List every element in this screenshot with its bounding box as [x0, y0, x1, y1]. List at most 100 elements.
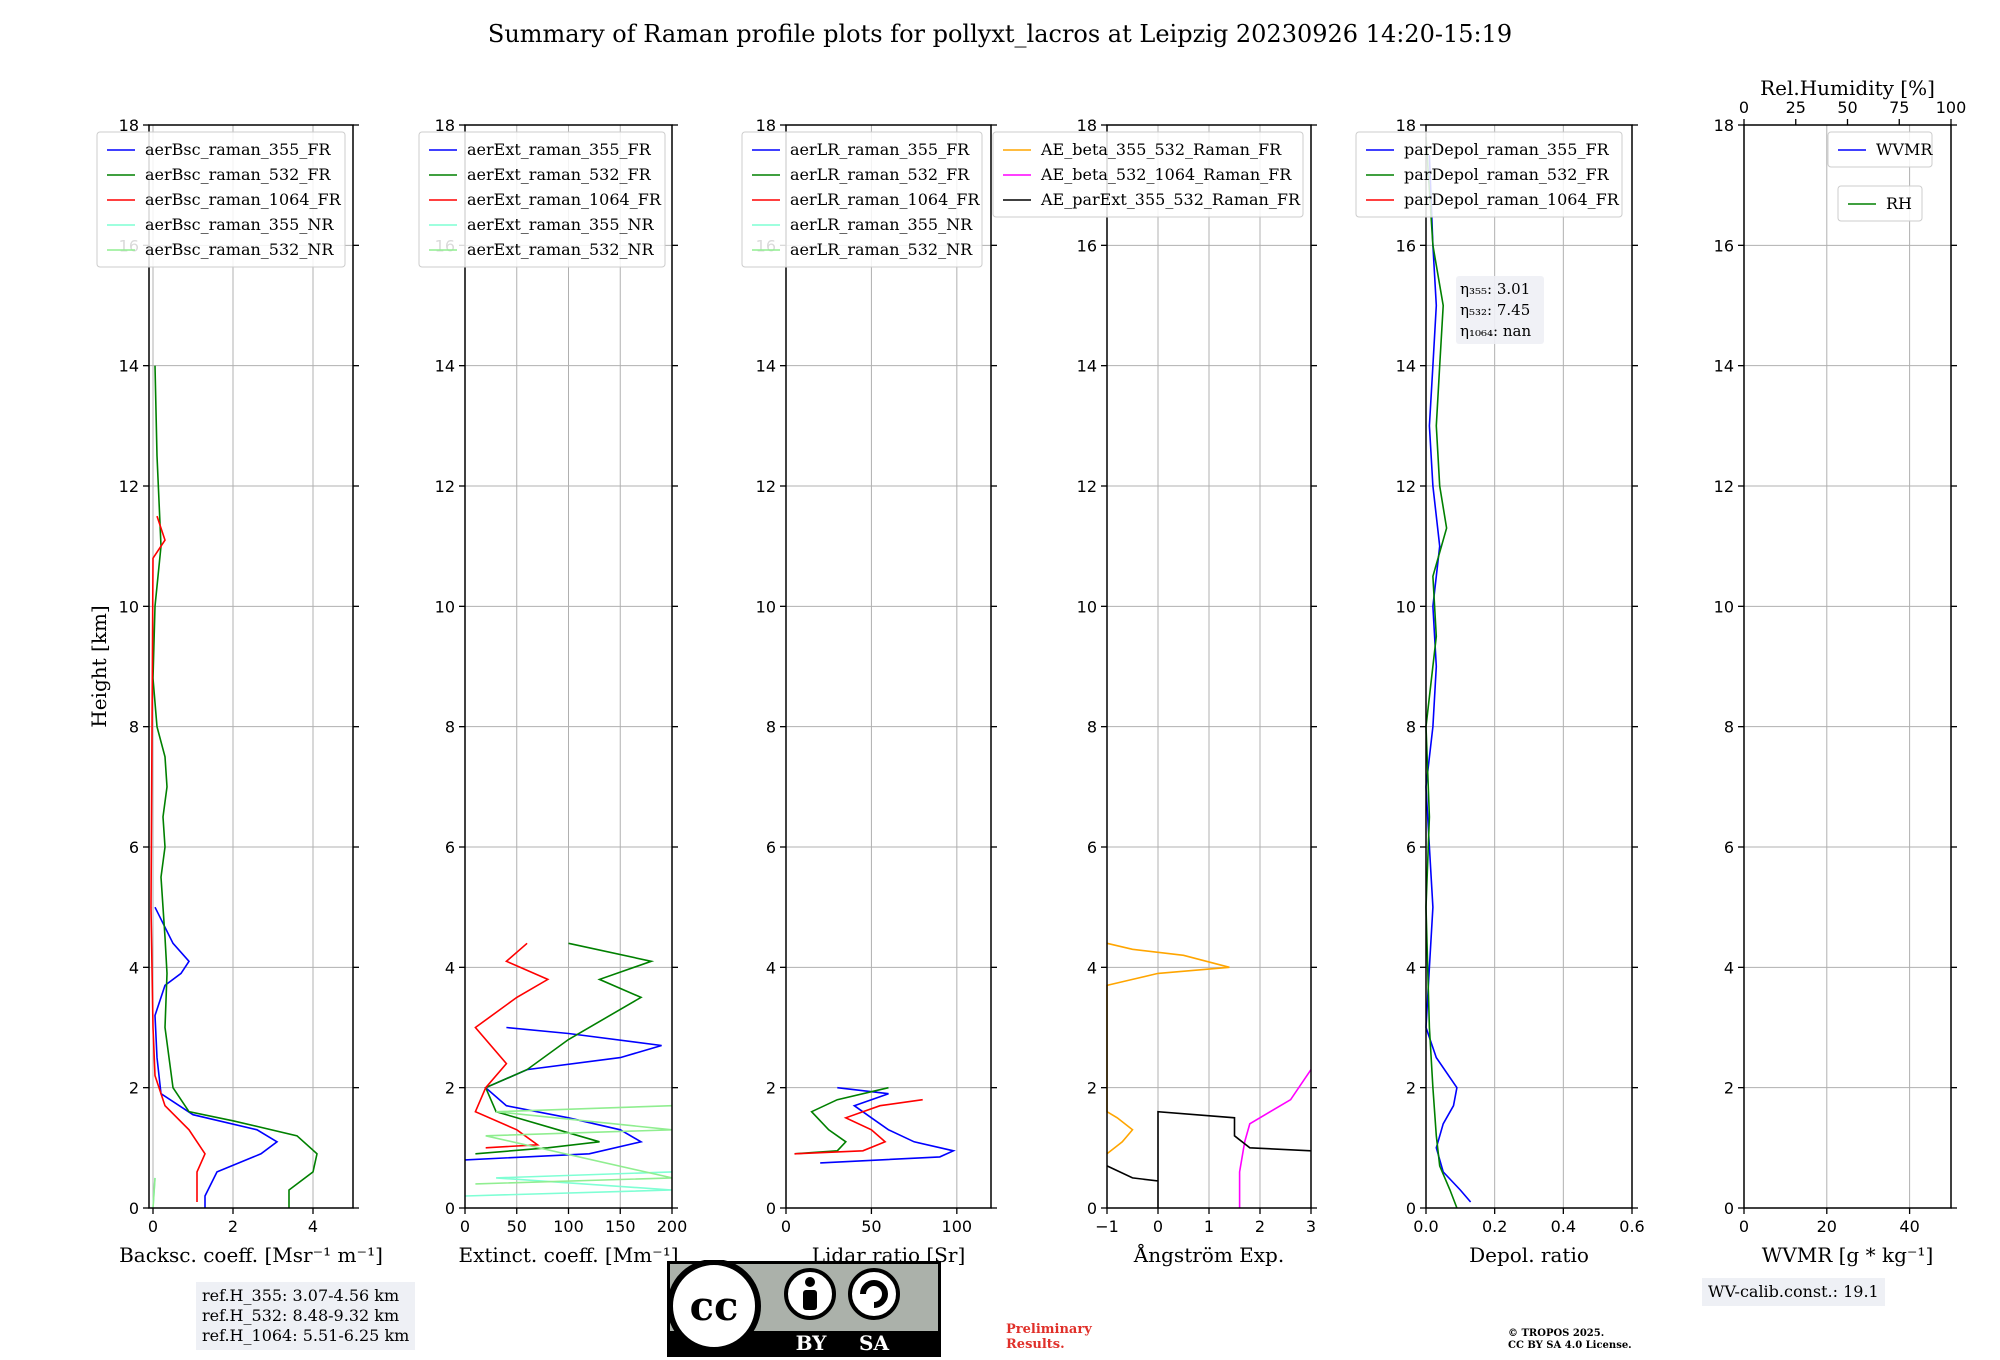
series-line-aerBsc_raman_355_FR [154, 906, 279, 1208]
legend-label: aerExt_raman_1064_FR [467, 190, 662, 209]
eta-annotation-line: η₁₀₆₄: nan [1460, 322, 1531, 340]
figure-title: Summary of Raman profile plots for polly… [487, 20, 1513, 48]
y-tick-label: 0 [1724, 1199, 1734, 1218]
legend-label: aerLR_raman_532_FR [790, 165, 970, 184]
eta-annotation-line: η₃₅₅: 3.01 [1460, 280, 1530, 298]
top-tick-label: 75 [1889, 98, 1909, 117]
cc-circle-icon [667, 1260, 761, 1353]
x-tick-label: 0.6 [1619, 1217, 1644, 1236]
series-line-AE_parExt_355_532_Raman_FR [1106, 1110, 1312, 1208]
legend-label: aerLR_raman_1064_FR [790, 190, 980, 209]
x-tick-label: 0 [1153, 1217, 1163, 1236]
x-tick-label: 150 [605, 1217, 636, 1236]
y-tick-label: 4 [1724, 958, 1734, 977]
y-tick-label: 16 [1396, 236, 1416, 255]
legend-box [741, 131, 983, 268]
x-tick-label: 50 [507, 1217, 527, 1236]
y-tick-label: 2 [1724, 1079, 1734, 1098]
y-tick-label: 14 [1714, 357, 1734, 376]
x-tick-label: 50 [861, 1217, 881, 1236]
top-axis-label: Rel.Humidity [%] [1760, 76, 1935, 100]
y-tick-label: 18 [1714, 116, 1734, 135]
legend-label: aerExt_raman_355_NR [467, 215, 655, 234]
series-line-aerExt_raman_355_FR [464, 1026, 662, 1161]
x-axis-label: Depol. ratio [1469, 1243, 1589, 1267]
y-tick-label: 14 [1396, 357, 1416, 376]
series-line-AE_beta_532_1064_Raman_FR [1238, 1069, 1312, 1208]
person-body [803, 1290, 817, 1310]
axes-frame [785, 124, 992, 1209]
y-tick-label: 12 [435, 477, 455, 496]
y-tick-label: 8 [129, 718, 139, 737]
x-tick-label: 100 [942, 1217, 973, 1236]
y-tick-label: 0 [766, 1199, 776, 1218]
y-tick-label: 0 [1087, 1199, 1097, 1218]
legend-label: parDepol_raman_532_FR [1404, 165, 1610, 184]
y-tick-label: 2 [766, 1079, 776, 1098]
legend-label: aerBsc_raman_1064_FR [145, 190, 342, 209]
legend-box [96, 131, 346, 268]
copyright-note: © TROPOS 2025. CC BY SA 4.0 License. [1508, 1328, 1632, 1352]
axes-frame [1425, 124, 1633, 1209]
legend-label: aerBsc_raman_532_NR [145, 240, 334, 259]
legend-label: aerBsc_raman_532_FR [145, 165, 331, 184]
eta-annotation-line: η₅₃₂: 7.45 [1460, 301, 1530, 319]
y-tick-label: 4 [445, 958, 455, 977]
y-tick-label: 8 [445, 718, 455, 737]
series-line-aerExt_raman_1064_FR [474, 942, 550, 1149]
legend-box [1355, 131, 1623, 218]
share-alike-arrow [860, 1280, 888, 1308]
series-line-aerLR_raman_532_FR [794, 1086, 889, 1155]
x-tick-label: 4 [308, 1217, 318, 1236]
x-tick-label: 0 [460, 1217, 470, 1236]
y-tick-label: 8 [766, 718, 776, 737]
series-line-AE_beta_355_532_Raman_FR [1106, 942, 1230, 1155]
legend-label: aerExt_raman_532_NR [467, 240, 655, 259]
x-tick-label: 200 [657, 1217, 688, 1236]
y-tick-label: 0 [445, 1199, 455, 1218]
y-tick-label: 6 [1724, 838, 1734, 857]
legend-label: WVMR [1876, 140, 1933, 159]
y-tick-label: 2 [1406, 1079, 1416, 1098]
share-alike-icon [848, 1268, 900, 1320]
legend-label: aerExt_raman_532_FR [467, 165, 652, 184]
person-head [805, 1277, 815, 1287]
x-tick-label: 100 [553, 1217, 584, 1236]
x-tick-label: 40 [1899, 1217, 1919, 1236]
series-line-parDepol_raman_532_FR [1425, 136, 1458, 1209]
series-line-aerExt_raman_532_NR [475, 1104, 673, 1185]
y-tick-label: 18 [435, 116, 455, 135]
legend-label: aerLR_raman_355_FR [790, 140, 970, 159]
top-tick-label: 50 [1837, 98, 1857, 117]
axes-frame [148, 124, 354, 1209]
y-tick-label: 6 [445, 838, 455, 857]
y-tick-label: 18 [1396, 116, 1416, 135]
y-tick-label: 10 [756, 597, 776, 616]
x-tick-label: 0 [148, 1217, 158, 1236]
preliminary-line-1: Preliminary [1006, 1322, 1092, 1337]
y-tick-label: 16 [1714, 236, 1734, 255]
panel-backscatter: 024024681012141618Backsc. coeff. [Msr⁻¹ … [87, 116, 383, 1267]
panel-depol: 0.0 0.2 0.4 0.6 0 2 4 6 8 10 12 14 16 18 Depol. ratio p… [1355, 116, 1645, 1267]
legend-label: aerBsc_raman_355_FR [145, 140, 331, 159]
y-tick-label: 12 [756, 477, 776, 496]
x-tick-label: 0.2 [1482, 1217, 1507, 1236]
refh-355: ref.H_355: 3.07-4.56 km [202, 1286, 400, 1305]
preliminary-line-2: Results. [1006, 1337, 1065, 1352]
y-tick-label: 10 [1077, 597, 1097, 616]
legend-label: AE_beta_532_1064_Raman_FR [1040, 165, 1292, 184]
wv-calib-value: WV-calib.const.: 19.1 [1708, 1282, 1879, 1301]
top-tick-label: 25 [1786, 98, 1806, 117]
legend-box [1827, 131, 1933, 168]
y-tick-label: 2 [1087, 1079, 1097, 1098]
y-tick-label: 4 [1406, 958, 1416, 977]
x-tick-label: 3 [1306, 1217, 1316, 1236]
y-tick-label: 10 [1396, 597, 1416, 616]
y-tick-label: 0 [1406, 1199, 1416, 1218]
y-tick-label: 4 [1087, 958, 1097, 977]
y-tick-label: 10 [119, 597, 139, 616]
refh-1064: ref.H_1064: 5.51-6.25 km [202, 1326, 410, 1345]
x-tick-label: 0 [781, 1217, 791, 1236]
refh-532: ref.H_532: 8.48-9.32 km [202, 1306, 400, 1325]
